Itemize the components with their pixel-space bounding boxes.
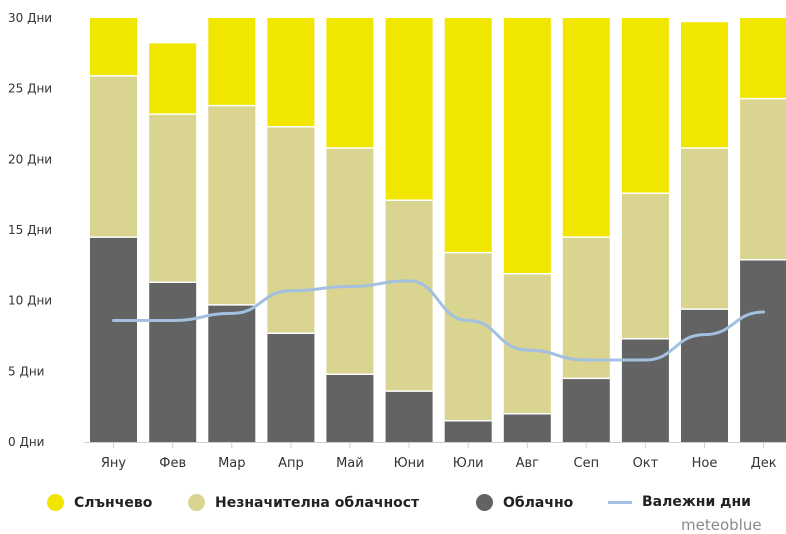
legend-sunny-label: Слънчево <box>74 494 153 511</box>
y-tick-label: 0 Дни <box>8 435 44 449</box>
legend-item-sunny[interactable]: Слънчево <box>47 494 152 511</box>
x-tick-label: Юни <box>394 456 425 471</box>
bar-sunny-12 <box>740 18 786 99</box>
x-tick-label: Сеп <box>574 456 600 471</box>
bar-sunny-5 <box>326 18 374 148</box>
y-tick-label: 5 Дни <box>8 364 44 378</box>
bar-sunny-8 <box>503 18 551 274</box>
x-tick-label: Фев <box>159 456 186 471</box>
y-tick-label: 30 Дни <box>8 11 52 25</box>
bar-sunny-4 <box>267 18 315 127</box>
y-tick-label: 25 Дни <box>8 82 52 96</box>
bar-overcast-8 <box>503 413 551 442</box>
y-axis-labels: 0 Дни 5 Дни 10 Дни 15 Дни 20 Дни 25 Дни 30 Дни <box>8 11 52 449</box>
bar-partly-cloudy-10 <box>621 193 669 339</box>
bar-overcast-2 <box>149 282 197 442</box>
bar-overcast-12 <box>740 259 786 442</box>
x-tick-label: Окт <box>633 456 659 471</box>
legend-overcast-swatch <box>476 494 493 511</box>
x-tick-label: Май <box>336 456 364 471</box>
x-tick-label: Апр <box>278 456 304 471</box>
x-axis-ticks <box>84 442 786 448</box>
bar-overcast-6 <box>385 391 433 442</box>
bar-overcast-3 <box>208 304 256 442</box>
bar-partly-cloudy-12 <box>740 98 786 260</box>
bar-sunny-10 <box>621 18 669 194</box>
x-tick-label: Яну <box>101 456 127 471</box>
x-tick-label: Мар <box>218 456 245 471</box>
bar-partly-cloudy-6 <box>385 200 433 392</box>
bar-overcast-7 <box>444 420 492 442</box>
bar-partly-cloudy-11 <box>681 148 728 310</box>
legend-item-overcast[interactable]: Облачно <box>476 494 573 511</box>
legend-item-precipitation-days[interactable]: Валежни дни <box>608 494 751 510</box>
legend-item-partly-cloudy[interactable]: Незначителна облачност <box>188 494 419 511</box>
legend-sunny-swatch <box>47 494 64 511</box>
bar-partly-cloudy-5 <box>326 148 374 375</box>
bar-partly-cloudy-1 <box>90 75 137 238</box>
x-tick-label: Юли <box>453 456 484 471</box>
chart: 0 Дни 5 Дни 10 Дни 15 Дни 20 Дни 25 Дни 30 Дни… <box>8 11 786 471</box>
legend: Слънчево Незначителна облачност Облачно … <box>0 494 786 522</box>
legend-partly-cloudy-label: Незначителна облачност <box>215 494 420 511</box>
bar-overcast-11 <box>681 309 728 442</box>
x-tick-label: Авг <box>516 456 540 471</box>
bar-partly-cloudy-3 <box>208 105 256 305</box>
x-axis-labels: Яну Фев Мар Апр Май Юни Юли Авг Сеп Окт Ное Дек <box>101 456 777 471</box>
bar-sunny-3 <box>208 18 256 106</box>
bar-overcast-1 <box>90 237 137 442</box>
bar-overcast-10 <box>621 338 669 442</box>
x-tick-label: Ное <box>692 456 718 471</box>
bar-partly-cloudy-4 <box>267 126 315 334</box>
bar-sunny-9 <box>562 18 610 238</box>
y-tick-label: 10 Дни <box>8 294 52 308</box>
bar-overcast-5 <box>326 374 374 442</box>
precipitation-days-line <box>112 279 766 362</box>
bar-partly-cloudy-7 <box>444 252 492 421</box>
y-tick-label: 20 Дни <box>8 152 52 166</box>
bar-partly-cloudy-9 <box>562 237 610 379</box>
bar-partly-cloudy-2 <box>149 114 197 283</box>
legend-precipitation-label: Валежни дни <box>642 494 751 510</box>
bar-sunny-2 <box>149 43 197 115</box>
brand-logo-text: meteoblue <box>681 516 762 534</box>
bars-layer <box>90 18 786 442</box>
legend-overcast-label: Облачно <box>503 494 574 511</box>
bar-partly-cloudy-8 <box>503 273 551 414</box>
x-tick-label: Дек <box>751 456 777 471</box>
bar-sunny-11 <box>681 22 728 149</box>
bar-overcast-9 <box>562 378 610 442</box>
bar-sunny-1 <box>90 18 137 76</box>
bar-sunny-6 <box>385 18 433 201</box>
bar-sunny-7 <box>444 18 492 253</box>
y-tick-label: 15 Дни <box>8 223 52 237</box>
bar-overcast-4 <box>267 333 315 442</box>
legend-precipitation-swatch <box>608 500 632 504</box>
legend-partly-cloudy-swatch <box>188 494 205 511</box>
